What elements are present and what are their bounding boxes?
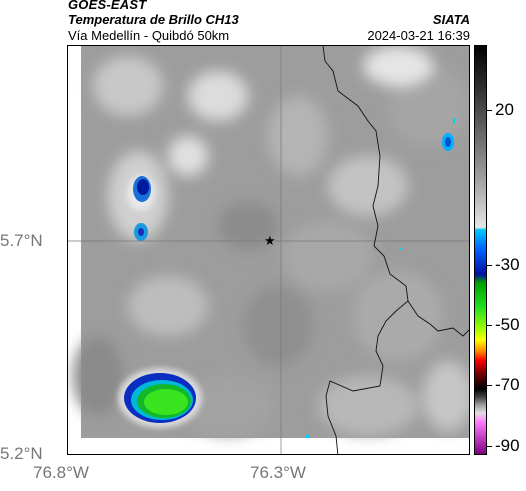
colorbar-tick bbox=[487, 385, 492, 386]
datetime-label: 2024-03-21 16:39 bbox=[367, 28, 470, 43]
colorbar-label: -70 bbox=[495, 375, 520, 394]
satellite-map[interactable]: ★ bbox=[67, 45, 470, 455]
colorbar bbox=[474, 45, 487, 455]
lon-label-west: 76.8°W bbox=[33, 463, 89, 482]
convective-cell-south bbox=[118, 368, 202, 428]
colorbar-tick bbox=[487, 325, 492, 326]
colorbar-tick bbox=[487, 446, 492, 447]
department-boundary-east bbox=[407, 300, 469, 337]
title: GOES-EAST bbox=[68, 0, 147, 12]
department-boundary bbox=[322, 46, 409, 454]
lon-label-east: 76.3°W bbox=[250, 463, 306, 482]
location-label: Vía Medellín - Quibdó 50km bbox=[68, 28, 230, 43]
convective-cell-east bbox=[306, 118, 455, 438]
lat-label-south: 5.2°N bbox=[0, 444, 43, 463]
colorbar-label: -90 bbox=[495, 436, 520, 455]
colorbar-tick bbox=[487, 110, 492, 111]
colorbar-label: -30 bbox=[495, 255, 520, 274]
colorbar-label: 20 bbox=[495, 100, 514, 119]
colorbar-label: -50 bbox=[495, 315, 520, 334]
convective-cell-north bbox=[127, 175, 155, 241]
lat-label-north: 5.7°N bbox=[0, 231, 43, 250]
map-canvas: ★ bbox=[68, 46, 469, 454]
subtitle: Temperatura de Brillo CH13 bbox=[68, 12, 239, 27]
cloud-texture bbox=[73, 46, 469, 436]
organization-label: SIATA bbox=[432, 12, 470, 27]
colorbar-tick bbox=[487, 265, 492, 266]
star-icon: ★ bbox=[264, 234, 276, 249]
